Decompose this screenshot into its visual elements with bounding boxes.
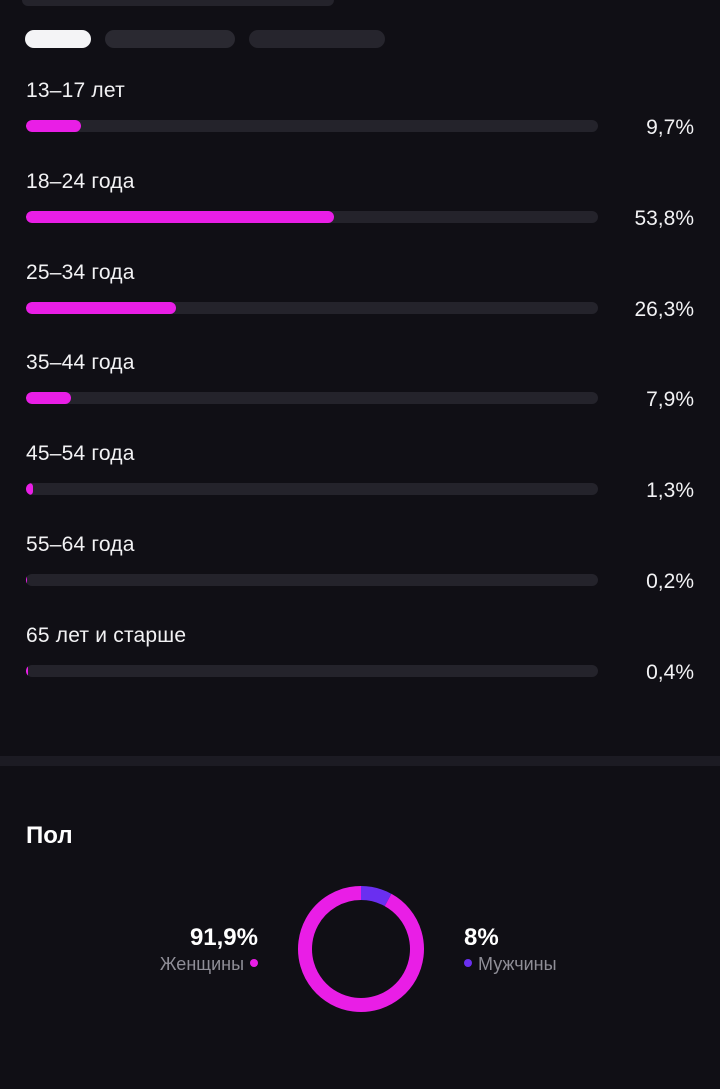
age-value: 7,9%: [646, 388, 694, 412]
age-label: 18–24 года: [26, 169, 135, 193]
age-bar-track: [26, 573, 598, 586]
age-label: 35–44 года: [26, 351, 135, 375]
donut-male-segment: [298, 886, 424, 1012]
male-value: 8%: [464, 924, 499, 951]
age-row: 45–54 года 1,3%: [0, 439, 720, 530]
male-dot-icon: [464, 959, 472, 968]
age-bar-track: [26, 210, 598, 223]
male-legend: Мужчины: [464, 952, 557, 976]
age-value: 0,2%: [646, 569, 694, 593]
age-label: 45–54 года: [26, 442, 135, 466]
age-bar-fill: [26, 483, 34, 496]
age-row: 13–17 лет 9,7%: [0, 76, 720, 167]
age-value: 9,7%: [646, 116, 694, 139]
age-distribution-list: 13–17 лет 9,7% 18–24 года 53,8% 25–34 го…: [0, 76, 720, 712]
age-bar-fill: [26, 573, 28, 586]
tab-third[interactable]: [249, 30, 385, 48]
age-bar-fill: [26, 392, 72, 405]
female-value: 91,9%: [189, 924, 258, 951]
age-value: 0,4%: [646, 660, 694, 684]
age-label: 65 лет и старше: [26, 623, 187, 647]
age-label: 25–34 года: [26, 260, 135, 284]
age-bar-track: [26, 120, 598, 132]
age-value: 26,3%: [634, 297, 694, 321]
age-bar-fill: [26, 664, 29, 677]
donut-female-segment: [298, 886, 424, 1012]
age-row: 25–34 года 26,3%: [0, 258, 720, 349]
male-stat: 8% Мужчины: [464, 924, 557, 976]
age-bar-fill: [26, 301, 177, 314]
age-row: 18–24 года 53,8%: [0, 167, 720, 258]
age-bar-track: [26, 483, 598, 496]
age-row: 65 лет и старше 0,4%: [0, 621, 720, 712]
age-value: 1,3%: [646, 479, 694, 503]
age-bar-track: [26, 392, 598, 405]
section-divider: [0, 756, 720, 766]
age-bar-fill: [26, 210, 334, 223]
age-label: 13–17 лет: [26, 79, 125, 102]
tab-second[interactable]: [105, 30, 235, 48]
age-bar-track: [26, 301, 598, 314]
age-value: 53,8%: [634, 206, 694, 230]
female-stat: 91,9% Женщины: [160, 924, 258, 976]
age-bar-fill: [26, 120, 82, 132]
male-label: Мужчины: [478, 954, 557, 974]
female-legend: Женщины: [160, 952, 258, 976]
top-card-edge: [22, 0, 334, 6]
female-label: Женщины: [159, 954, 244, 974]
gender-title: Пол: [26, 822, 73, 849]
age-row: 55–64 года 0,2%: [0, 530, 720, 621]
age-row: 35–44 года 7,9%: [0, 348, 720, 439]
tab-active[interactable]: [25, 30, 91, 48]
gender-donut-chart: [298, 886, 424, 1012]
age-label: 55–64 года: [26, 532, 135, 556]
age-bar-track: [26, 664, 598, 677]
female-dot-icon: [250, 959, 258, 968]
